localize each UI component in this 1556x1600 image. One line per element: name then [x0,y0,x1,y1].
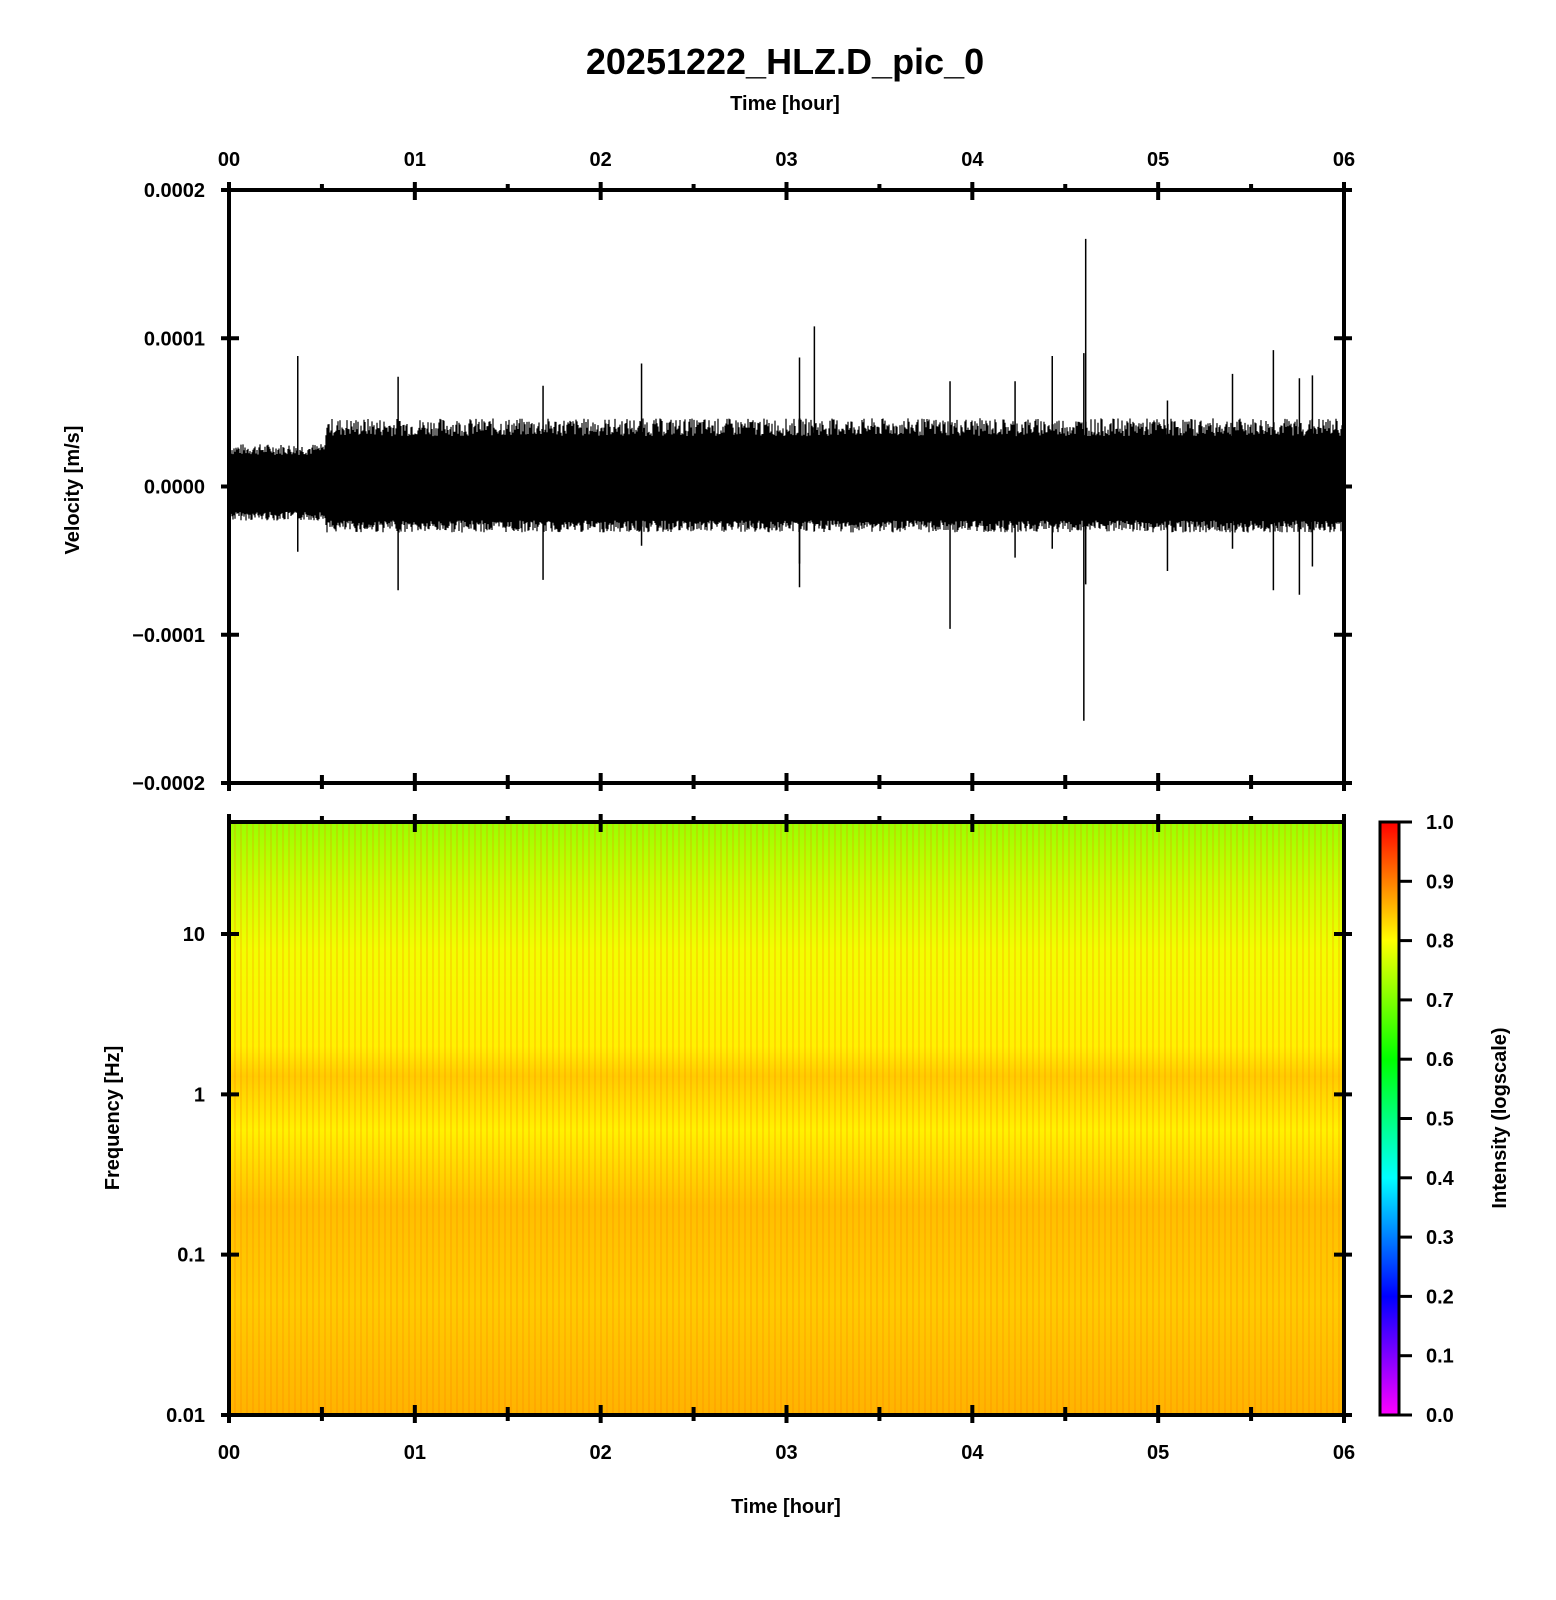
waveform-y-tick-label: −0.0002 [132,773,205,795]
colorbar-tick-label: 0.6 [1426,1049,1454,1071]
bottom-x-tick-label: 02 [590,1442,612,1464]
colorbar-tick-label: 0.1 [1426,1346,1454,1368]
bottom-x-tick-label: 01 [404,1442,426,1464]
spectrogram-y-ticks: 10 1 0.1 0.01 [166,924,1352,1427]
bottom-x-tick-label: 05 [1147,1442,1169,1464]
top-x-tick-label: 03 [775,149,797,171]
bottom-x-tick-label: 03 [775,1442,797,1464]
colorbar-tick-label: 0.2 [1426,1286,1454,1308]
top-x-tick-label: 06 [1333,149,1355,171]
colorbar-ticks: 1.0 0.9 0.8 0.7 0.6 0.5 0.4 0.3 0.2 0.1 0.0 [1399,812,1455,1427]
waveform-y-tick-label: 0.0002 [144,180,205,202]
spectrogram-y-tick-label: 1 [194,1084,205,1106]
waveform-y-tick-label: 0.0001 [144,328,205,350]
colorbar-tick-label: 0.5 [1426,1109,1454,1131]
spectrogram-y-tick-label: 0.1 [177,1245,205,1267]
waveform-y-tick-label: 0.0000 [144,477,205,499]
colorbar-tick-label: 1.0 [1426,812,1454,834]
top-x-axis-label: Time [hour] [730,93,840,115]
waveform-noise-band [229,418,1343,533]
waveform-x-ticks: 00 01 02 03 04 05 06 [218,149,1355,791]
spectrogram-panel: 00 01 02 03 04 05 06 10 1 0.1 0.01 Frequency [Hz]… [102,814,1355,1518]
waveform-y-tick-label: −0.0001 [132,625,205,647]
colorbar: 1.0 0.9 0.8 0.7 0.6 0.5 0.4 0.3 0.2 0.1 0.0 Intens… [1378,812,1511,1427]
bottom-x-tick-label: 04 [961,1442,984,1464]
bottom-x-axis-label: Time [hour] [731,1496,841,1518]
top-x-tick-label: 00 [218,149,240,171]
waveform-y-axis-label: Velocity [m/s] [62,426,84,555]
colorbar-tick-label: 0.0 [1426,1405,1454,1427]
spectrogram-x-ticks: 00 01 02 03 04 05 06 [218,814,1355,1464]
spectrogram-y-tick-label: 10 [183,924,205,946]
colorbar-tick-label: 0.3 [1426,1227,1454,1249]
colorbar-tick-label: 0.4 [1426,1168,1455,1190]
spectrogram-y-tick-label: 0.01 [166,1405,205,1427]
waveform-y-ticks: 0.0002 0.0001 0.0000 −0.0001 −0.0002 [132,180,1352,795]
top-x-tick-label: 02 [590,149,612,171]
bottom-x-tick-label: 06 [1333,1442,1355,1464]
spectrogram-y-axis-label: Frequency [Hz] [102,1046,124,1190]
figure-title: 20251222_HLZ.D_pic_0 [586,41,984,82]
bottom-x-tick-label: 00 [218,1442,240,1464]
top-x-tick-label: 05 [1147,149,1169,171]
colorbar-tick-label: 0.8 [1426,931,1454,953]
top-x-tick-label: 01 [404,149,426,171]
waveform-series [229,238,1343,721]
colorbar-tick-label: 0.9 [1426,871,1454,893]
colorbar-gradient [1380,822,1399,1415]
spectrogram-texture [229,822,1344,1415]
colorbar-tick-label: 0.7 [1426,990,1454,1012]
colorbar-label: Intensity (logscale) [1489,1027,1511,1208]
waveform-panel: 00 01 02 03 04 05 06 0.0002 0.0001 0.0000 −0.0001… [62,149,1355,795]
top-x-tick-label: 04 [961,149,984,171]
